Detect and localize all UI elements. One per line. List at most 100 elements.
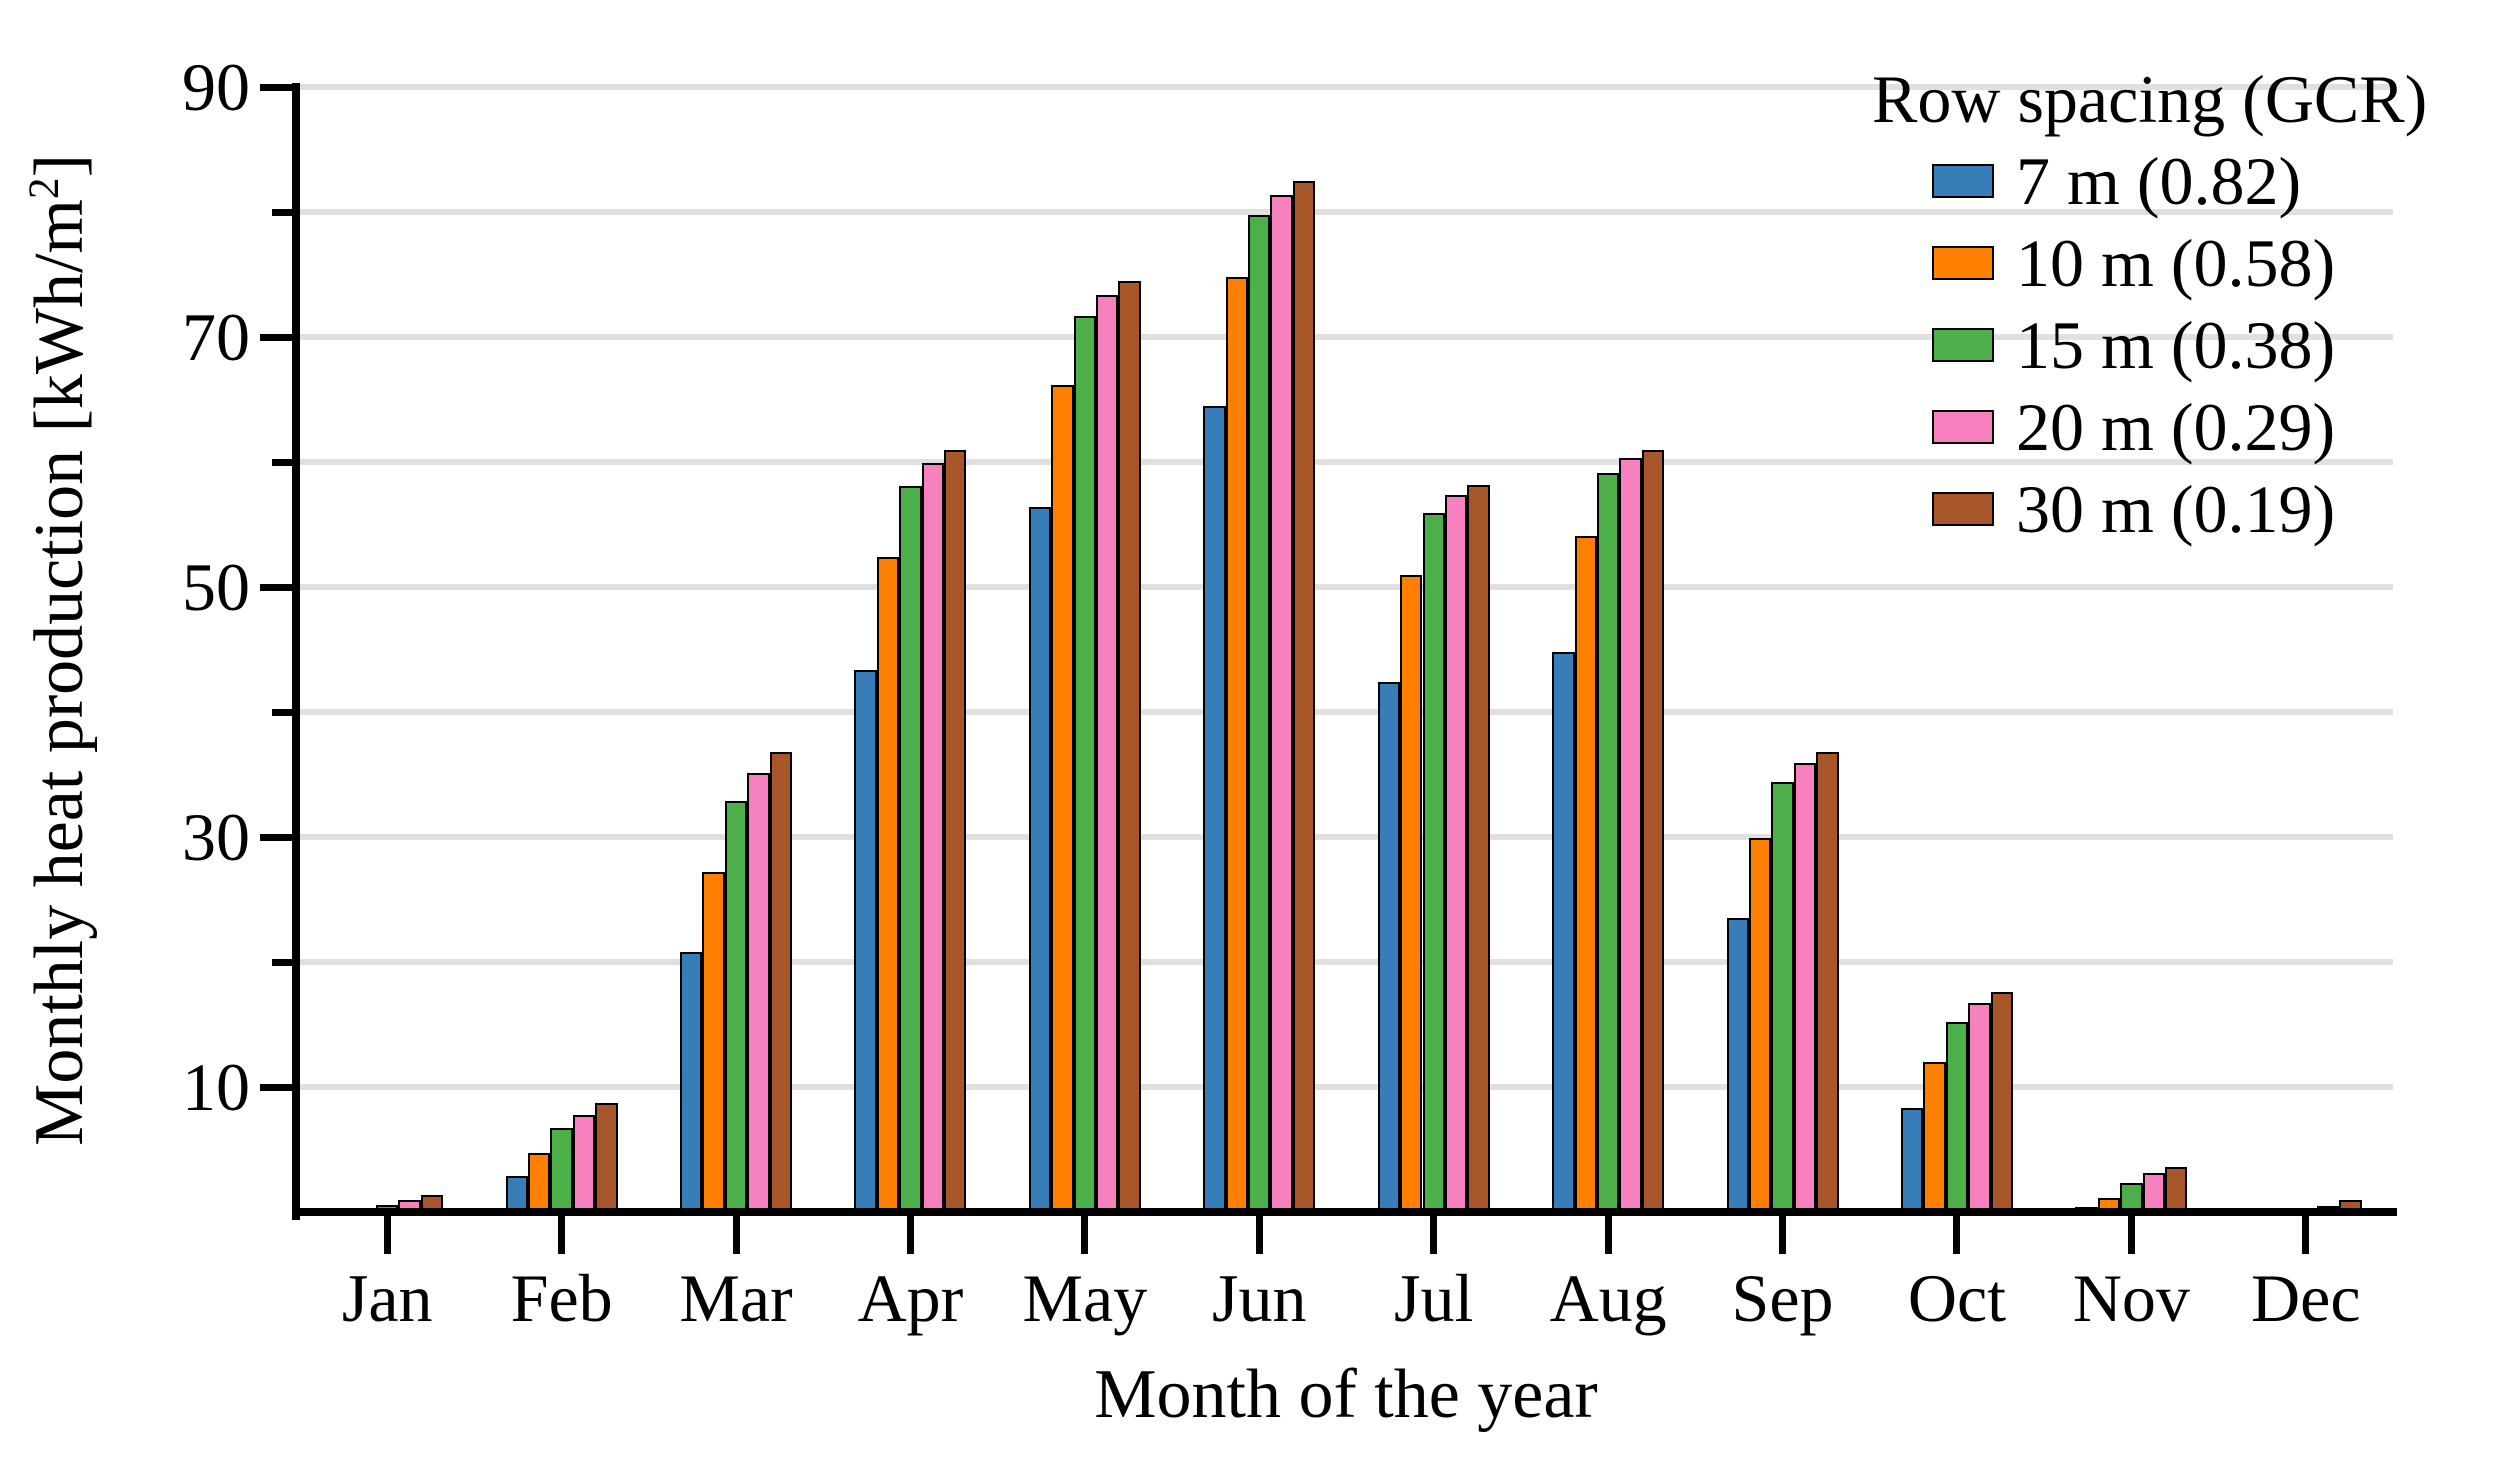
y-axis-spine (292, 83, 300, 1220)
x-axis-title: Month of the year (1094, 1356, 1598, 1433)
y-tick-label-30: 30 (182, 799, 250, 875)
y-axis-title: Monthly heat production [kWh/m2] (19, 154, 99, 1146)
bar-apr-20m (921, 463, 945, 1212)
bar-jul-30m (1467, 484, 1490, 1212)
bar-jul-20m (1444, 494, 1468, 1212)
bar-aug-10m (1574, 535, 1597, 1212)
y-tick-label-90: 90 (182, 49, 250, 125)
y-tick-major-70 (260, 333, 292, 341)
bar-may-7m (1028, 507, 1052, 1212)
legend-swatch-15m (1932, 328, 1994, 362)
x-tick-label-jan: Jan (341, 1260, 433, 1336)
bar-feb-20m (572, 1114, 596, 1212)
y-tick-label-50: 50 (182, 549, 250, 625)
y-tick-minor-40 (272, 708, 292, 716)
legend-entry-20m: 20 m (0.29) (1932, 386, 2472, 468)
bar-feb-15m (550, 1128, 573, 1212)
x-tick-oct (1953, 1216, 1961, 1254)
bar-may-30m (1118, 280, 1141, 1212)
y-tick-label-10: 10 (182, 1049, 250, 1125)
legend-label-30m: 30 m (0.19) (2016, 471, 2336, 547)
bar-aug-15m (1596, 473, 1620, 1212)
x-tick-apr (906, 1216, 914, 1254)
bar-jul-7m (1377, 682, 1401, 1212)
bar-aug-30m (1641, 449, 1665, 1212)
bar-jun-20m (1270, 194, 1293, 1212)
x-tick-aug (1604, 1216, 1612, 1254)
gridline-60 (300, 459, 2393, 465)
x-tick-feb (558, 1216, 566, 1254)
x-tick-label-oct: Oct (1907, 1260, 2007, 1336)
x-tick-may (1081, 1216, 1089, 1254)
bar-mar-10m (702, 872, 725, 1212)
bar-aug-20m (1619, 458, 1642, 1212)
bar-may-15m (1073, 315, 1097, 1212)
legend-label-10m: 10 m (0.58) (2016, 225, 2336, 301)
legend-entries: 7 m (0.82) 10 m (0.58) 15 m (0.38) 20 m (0.… (1872, 140, 2472, 550)
bar-sep-30m (1816, 752, 1839, 1212)
x-tick-label-sep: Sep (1731, 1260, 1834, 1336)
bar-jun-10m (1225, 277, 1249, 1212)
x-tick-label-mar: Mar (679, 1260, 793, 1336)
legend-entry-15m: 15 m (0.38) (1932, 304, 2472, 386)
x-tick-jan (383, 1216, 391, 1254)
x-tick-label-may: May (1022, 1260, 1148, 1336)
x-tick-label-aug: Aug (1549, 1260, 1667, 1336)
gridline-40 (300, 709, 2393, 715)
legend-entry-7m: 7 m (0.82) (1932, 140, 2472, 222)
bar-apr-30m (944, 449, 967, 1212)
bar-mar-7m (680, 952, 703, 1212)
legend-swatch-7m (1932, 164, 1994, 198)
y-tick-major-90 (260, 83, 292, 91)
bar-sep-15m (1771, 782, 1794, 1212)
legend-swatch-30m (1932, 492, 1994, 526)
x-tick-label-apr: Apr (857, 1260, 964, 1336)
x-tick-label-nov: Nov (2072, 1260, 2190, 1336)
y-tick-major-50 (260, 583, 292, 591)
y-tick-minor-80 (272, 208, 292, 216)
bar-oct-30m (1990, 992, 2013, 1212)
legend-entry-10m: 10 m (0.58) (1932, 222, 2472, 304)
bar-nov-20m (2142, 1173, 2165, 1212)
bar-nov-30m (2164, 1167, 2188, 1212)
bar-feb-30m (595, 1103, 618, 1212)
bar-jun-30m (1292, 180, 1316, 1212)
gridline-50 (300, 584, 2393, 590)
legend: Row spacing (GCR) 7 m (0.82) 10 m (0.58) 1… (1872, 58, 2472, 550)
x-tick-jun (1255, 1216, 1263, 1254)
bar-jun-15m (1248, 214, 1271, 1212)
x-tick-label-jun: Jun (1212, 1260, 1307, 1336)
x-tick-label-dec: Dec (2251, 1260, 2361, 1336)
y-axis-title-superscript: 2 (19, 177, 68, 200)
gridline-70 (300, 334, 2393, 340)
gridline-90 (300, 84, 2393, 90)
legend-swatch-10m (1932, 246, 1994, 280)
legend-label-20m: 20 m (0.29) (2016, 389, 2336, 465)
x-axis-spine (292, 1208, 2397, 1216)
x-tick-dec (2302, 1216, 2310, 1254)
y-tick-label-70: 70 (182, 299, 250, 375)
bar-oct-10m (1923, 1062, 1946, 1212)
x-tick-label-feb: Feb (510, 1260, 613, 1336)
bar-jul-10m (1400, 574, 1423, 1212)
legend-title: Row spacing (GCR) (1872, 61, 2428, 137)
x-tick-jul (1430, 1216, 1438, 1254)
y-tick-major-30 (260, 833, 292, 841)
x-tick-sep (1779, 1216, 1787, 1254)
bar-mar-15m (724, 800, 748, 1212)
bar-jun-7m (1203, 405, 1226, 1212)
y-tick-minor-20 (272, 958, 292, 966)
bar-mar-30m (769, 752, 793, 1212)
x-tick-nov (2127, 1216, 2135, 1254)
bar-feb-7m (505, 1175, 529, 1212)
bar-sep-20m (1793, 763, 1817, 1212)
y-tick-minor-60 (272, 458, 292, 466)
legend-swatch-20m (1932, 410, 1994, 444)
gridline-30 (300, 834, 2393, 840)
bar-may-10m (1051, 384, 1074, 1212)
bar-oct-20m (1968, 1003, 1991, 1212)
legend-entry-30m: 30 m (0.19) (1932, 468, 2472, 550)
bar-apr-7m (854, 669, 877, 1212)
gridline-10 (300, 1084, 2393, 1090)
